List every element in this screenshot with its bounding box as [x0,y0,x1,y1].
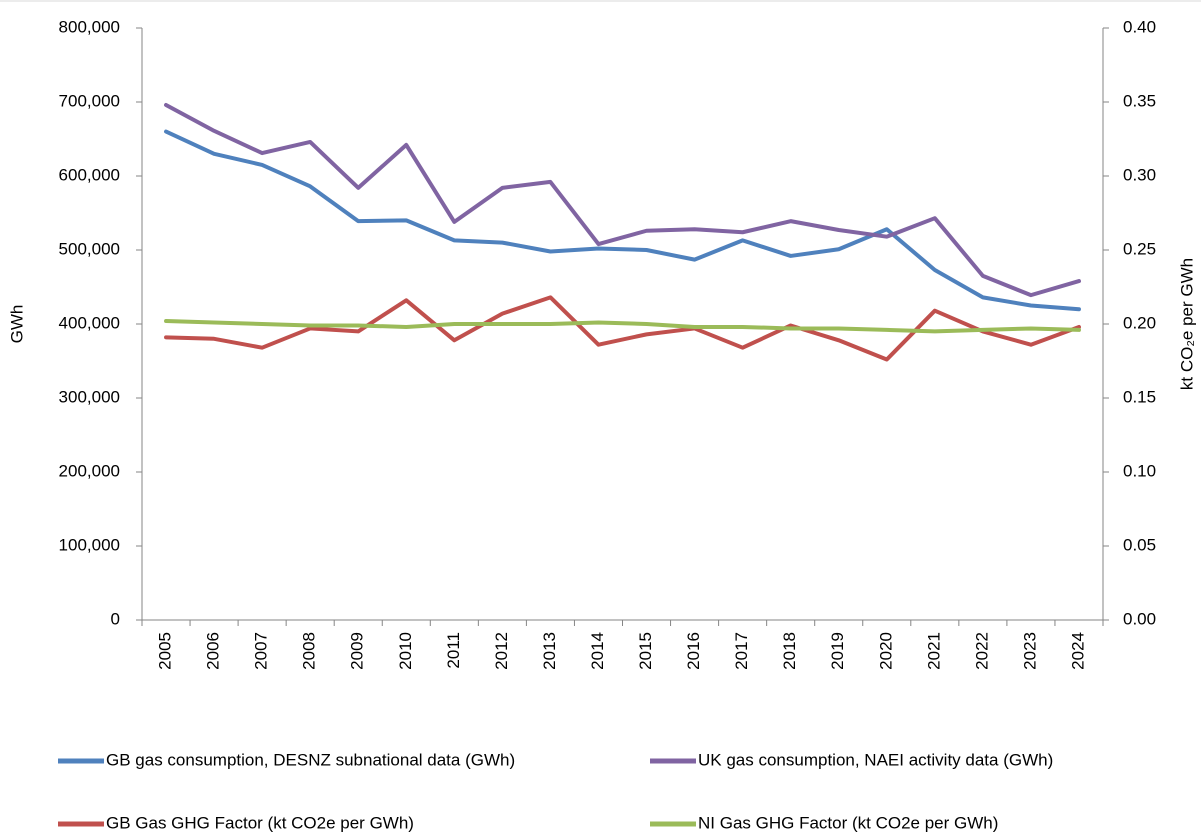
x-tick-label: 2012 [492,632,511,670]
y2-tick-label: 0.20 [1123,313,1156,332]
y2-tick-label: 0.40 [1123,17,1156,36]
y-tick-label: 700,000 [59,91,120,110]
x-tick-label: 2005 [156,632,175,670]
y-tick-label: 400,000 [59,313,120,332]
y-axis-title: GWh [7,305,26,344]
x-tick-label: 2016 [684,632,703,670]
y2-tick-label: 0.05 [1123,535,1156,554]
series-line [164,129,1081,312]
legend-label: UK gas consumption, NAEI activity data (… [698,750,1053,769]
legend-label: GB gas consumption, DESNZ subnational da… [106,750,515,769]
x-tick-label: 2015 [636,632,655,670]
x-tick-label: 2021 [924,632,943,670]
x-tick-label: 2023 [1020,632,1039,670]
y2-tick-label: 0.00 [1123,609,1156,628]
legend-label: GB Gas GHG Factor (kt CO2e per GWh) [106,813,414,832]
x-tick-label: 2013 [540,632,559,670]
x-tick-label: 2008 [300,632,319,670]
y-tick-label: 0 [111,609,120,628]
x-tick-label: 2006 [204,632,223,670]
x-tick-label: 2011 [444,632,463,669]
x-tick-label: 2017 [732,632,751,670]
x-tick-label: 2024 [1068,632,1087,670]
y2-tick-label: 0.30 [1123,165,1156,184]
y-tick-label: 300,000 [59,387,120,406]
x-tick-label: 2020 [876,632,895,670]
x-tick-label: 2009 [348,632,367,670]
x-tick-label: 2007 [252,632,271,670]
y2-tick-label: 0.25 [1123,239,1156,258]
x-tick-label: 2018 [780,632,799,670]
legend-label: NI Gas GHG Factor (kt CO2e per GWh) [698,813,998,832]
y-tick-label: 200,000 [59,461,120,480]
y-tick-label: 800,000 [59,17,120,36]
x-tick-label: 2019 [828,632,847,670]
y-tick-label: 100,000 [59,535,120,554]
series-line [164,295,1081,362]
y-tick-label: 500,000 [59,239,120,258]
y2-tick-label: 0.35 [1123,91,1156,110]
y-tick-label: 600,000 [59,165,120,184]
x-tick-label: 2010 [396,632,415,670]
series-line [164,319,1081,334]
y2-axis-title: kt CO₂e per GWh [1177,258,1196,390]
x-tick-label: 2014 [588,632,607,670]
x-tick-label: 2022 [972,632,991,670]
series-line [164,102,1081,298]
y2-tick-label: 0.10 [1123,461,1156,480]
y2-tick-label: 0.15 [1123,387,1156,406]
